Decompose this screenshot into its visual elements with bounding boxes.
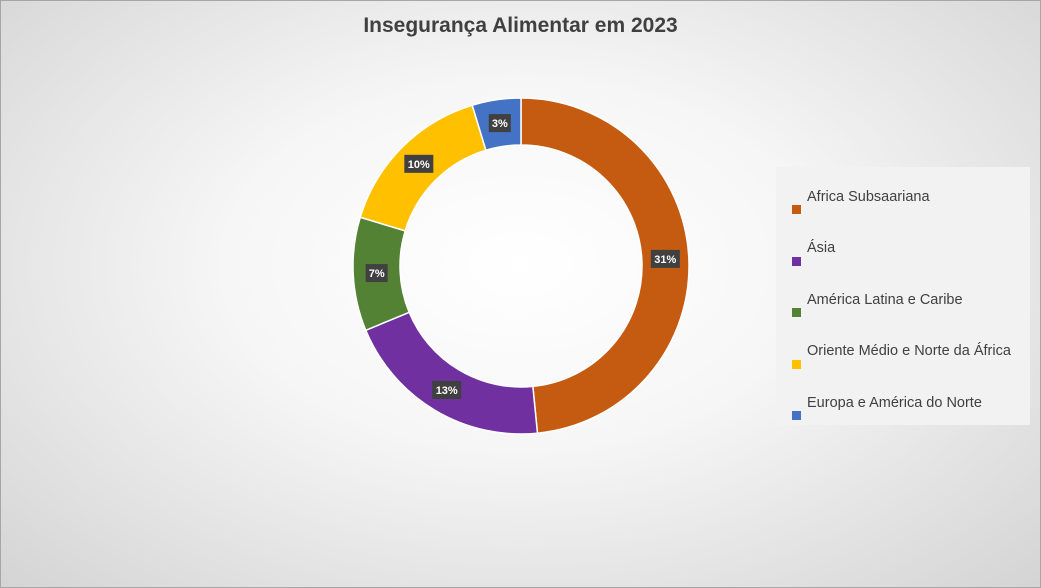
legend-label: Ásia [807, 240, 836, 257]
legend-swatch [792, 308, 801, 318]
donut-slices [352, 97, 690, 435]
data-label: 31% [650, 249, 680, 268]
legend-swatch [792, 256, 801, 266]
legend-label: Oriente Médio e Norte da África [807, 343, 1011, 360]
data-labels: 31% 13% 7% 10% 3% [365, 114, 680, 399]
donut-slice [520, 97, 690, 435]
data-label: 3% [488, 114, 511, 133]
legend-swatch [792, 205, 801, 215]
data-label: 10% [404, 154, 434, 173]
legend: Africa Subsaariana Ásia América Latina e C… [776, 167, 1030, 425]
legend-label: América Latina e Caribe [807, 291, 963, 308]
data-label-text: 3% [492, 118, 508, 130]
legend-item: Africa Subsaariana [776, 184, 1030, 236]
data-label: 7% [365, 264, 388, 283]
data-label-text: 7% [369, 268, 385, 280]
data-label: 13% [432, 380, 462, 399]
data-label-box [650, 249, 680, 268]
legend-swatch [792, 411, 801, 421]
legend-item: Ásia [776, 236, 1030, 288]
donut-slice [364, 311, 539, 435]
legend-item: América Latina e Caribe [776, 287, 1030, 339]
legend-label: Africa Subsaariana [807, 188, 930, 205]
data-label-text: 31% [654, 254, 676, 266]
data-label-box [432, 380, 462, 399]
legend-swatch [792, 359, 801, 369]
legend-label: Europa e América do Norte [807, 394, 982, 411]
data-label-box [404, 154, 434, 173]
data-label-text: 10% [408, 159, 430, 171]
chart-title: Insegurança Alimentar em 2023 [363, 14, 678, 37]
legend-item: Oriente Médio e Norte da África [776, 339, 1030, 391]
data-label-box [365, 264, 388, 283]
legend-item: Europa e América do Norte [776, 390, 1030, 442]
data-label-text: 13% [436, 385, 458, 397]
data-label-box [488, 114, 511, 133]
